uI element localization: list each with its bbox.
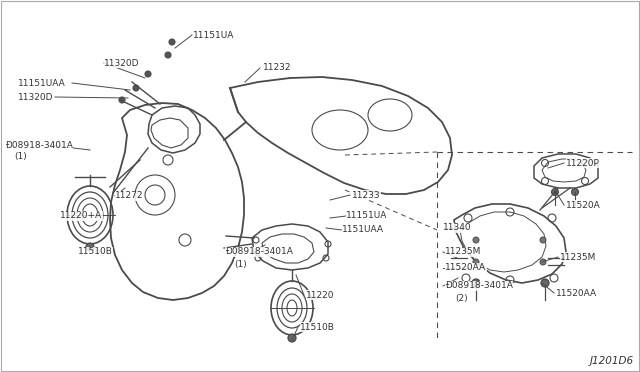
Text: 11340: 11340: [443, 224, 472, 232]
Circle shape: [472, 279, 480, 287]
Text: 11320D: 11320D: [18, 93, 54, 102]
Text: J1201D6: J1201D6: [590, 356, 634, 366]
Circle shape: [288, 334, 296, 342]
Text: Ð08918-3401A: Ð08918-3401A: [225, 247, 293, 257]
Text: 11232: 11232: [263, 64, 291, 73]
Circle shape: [165, 52, 171, 58]
Circle shape: [473, 259, 479, 265]
Text: 1151UAA: 1151UAA: [342, 225, 384, 234]
Text: (2): (2): [455, 294, 468, 302]
Text: 11272: 11272: [115, 192, 143, 201]
Text: 11235M: 11235M: [445, 247, 481, 257]
Text: 11320D: 11320D: [104, 58, 140, 67]
Circle shape: [169, 39, 175, 45]
Circle shape: [86, 243, 94, 251]
Circle shape: [552, 189, 559, 196]
Text: 11520AA: 11520AA: [445, 263, 486, 273]
Circle shape: [119, 97, 125, 103]
Circle shape: [540, 237, 546, 243]
Text: 11220: 11220: [306, 291, 335, 299]
Text: 11151UA: 11151UA: [193, 31, 234, 39]
Text: 11151UA: 11151UA: [346, 212, 387, 221]
Text: 11220P: 11220P: [566, 158, 600, 167]
Text: 11510B: 11510B: [78, 247, 113, 257]
Circle shape: [541, 279, 549, 287]
Circle shape: [133, 85, 139, 91]
Text: 11510B: 11510B: [300, 323, 335, 331]
Text: (1): (1): [14, 153, 27, 161]
Text: Ð08918-3401A: Ð08918-3401A: [445, 282, 513, 291]
Text: 11235M: 11235M: [560, 253, 596, 262]
Circle shape: [572, 189, 579, 196]
Text: 11220+A: 11220+A: [60, 212, 102, 221]
Circle shape: [540, 259, 546, 265]
Text: 11233: 11233: [352, 190, 381, 199]
Text: (1): (1): [234, 260, 247, 269]
Text: 11520AA: 11520AA: [556, 289, 597, 298]
Text: 11151UAA: 11151UAA: [18, 78, 66, 87]
Circle shape: [145, 71, 151, 77]
Text: Ð08918-3401A: Ð08918-3401A: [5, 141, 73, 150]
Circle shape: [473, 237, 479, 243]
Text: 11520A: 11520A: [566, 201, 601, 209]
